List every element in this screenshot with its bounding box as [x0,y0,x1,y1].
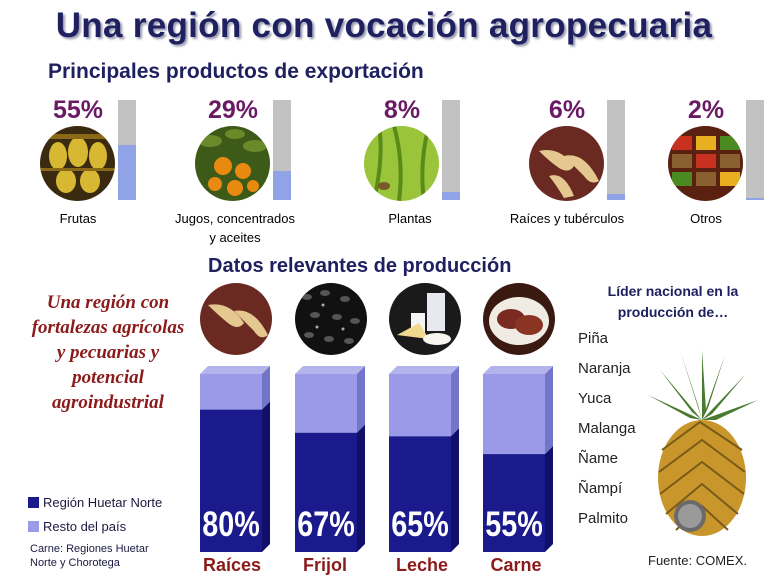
export-bar [442,100,460,200]
bar-frijol-shape [295,366,365,552]
leader-title: Líder nacional en la producción de… [607,283,739,320]
export-label-plantas: Plantas [388,211,432,226]
slogan: Una región con fortalezas agrícolas y pe… [31,292,185,413]
bar-frijol [295,366,369,552]
bar-label-carne: Carne [490,555,542,575]
export-pct: 2% [687,96,725,124]
export-bar [273,100,291,200]
export-label-frutas: Frutas [59,211,97,226]
legend-item-resto: Resto del país [28,519,126,534]
bananas-photo-icon [40,126,115,201]
bar-carne [483,366,557,552]
list-item: Ñampí [578,480,623,497]
bar-leche-shape [389,366,459,552]
legend-swatch-dark [28,497,39,508]
oranges-photo-icon [195,126,270,201]
export-pct: 8% [383,96,421,124]
export-item-jugos: 29% [193,96,343,246]
roots-photo-icon [200,283,272,355]
bar-label-leche: Leche [395,555,449,575]
bar-pct-raices: 80% [202,505,260,544]
production-heading: Datos relevantes de producción [208,255,512,277]
legend-item-region: Región Huetar Norte [28,495,162,510]
export-label-raices: Raíces y tubérculos [509,211,625,226]
list-item: Palmito [578,510,629,527]
export-label-jugos: Jugos, concentrados y aceites [175,211,295,245]
exports-heading: Principales productos de exportación [48,60,424,83]
source-note: Fuente: COMEX. [648,553,747,568]
bar-label-raices: Raíces [202,555,262,575]
bar-pct-leche: 65% [391,505,449,544]
export-bar-fill [607,194,625,200]
market-photo-icon [668,126,743,201]
bar-raices-shape [200,366,270,552]
export-bar-fill [746,198,764,200]
bar-pct-frijol: 67% [297,505,355,544]
export-pct: 29% [207,96,259,124]
leader-list: Piña Naranja Yuca Malanga Ñame Ñampí Pal… [578,329,636,539]
list-item: Naranja [578,360,631,377]
export-bar [118,100,136,200]
meat-photo-icon [483,283,555,355]
export-bar-fill [442,192,460,200]
footnote: Carne: Regiones Huetar Norte y Chorotega [30,543,149,569]
export-label-otros: Otros [690,211,722,226]
list-item: Piña [578,330,609,347]
export-bar-fill [118,145,136,200]
page-title: Una región con vocación agropecuaria [55,6,713,45]
list-item: Yuca [578,390,612,407]
export-bar [746,100,764,200]
export-item-plantas: 8% [362,96,512,246]
roots-photo-icon [529,126,604,201]
pineapple-icon [640,350,766,545]
beans-photo-icon [295,283,367,355]
export-item-frutas: 55% [38,96,188,246]
list-item: Ñame [578,450,619,467]
milk-photo-icon [389,283,461,355]
bar-carne-shape [483,366,553,552]
export-pct: 6% [548,96,586,124]
export-item-otros: 2% [666,96,768,246]
bar-raices [200,366,274,552]
bar-pct-carne: 55% [485,505,543,544]
export-pct: 55% [52,96,104,124]
plant-photo-icon [364,126,439,201]
export-bar-fill [273,171,291,200]
export-item-raices: 6% [527,96,677,246]
list-item: Malanga [578,420,636,437]
export-bar [607,100,625,200]
bar-leche [389,366,463,552]
legend-swatch-light [28,521,39,532]
bar-label-frijol: Frijol [303,555,347,575]
